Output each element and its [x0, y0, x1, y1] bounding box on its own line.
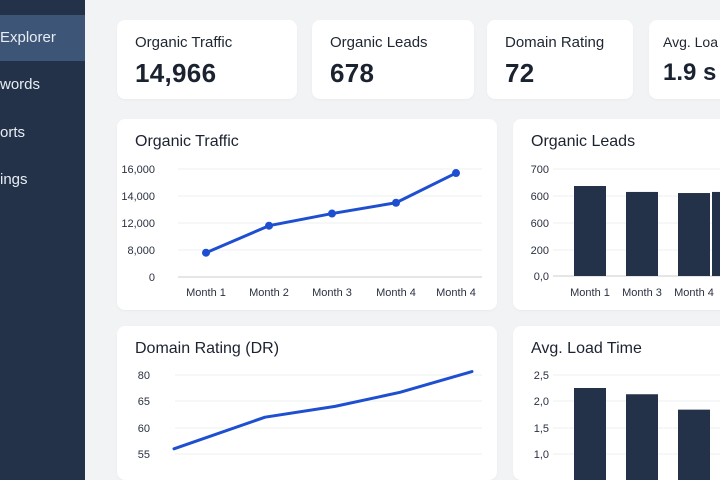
y-tick-label: 60	[138, 423, 150, 435]
kpi-value: 1.9 s	[663, 59, 717, 86]
x-tick-label: Month 2	[249, 287, 289, 299]
avg-load-time-chart: Avg. Load Time 1,0 1,5 2,0 2,5	[513, 326, 720, 480]
bar	[712, 191, 720, 276]
organic-traffic-chart: Organic Traffic 0 8,000 12,000 14,000 16,000…	[117, 119, 497, 310]
kpi-organic-leads: Organic Leads 678	[312, 20, 474, 99]
y-tick-label: 65	[138, 396, 150, 408]
data-point	[452, 169, 460, 178]
x-tick-label: Month 4	[674, 287, 714, 299]
chart-title: Organic Leads	[531, 133, 636, 150]
data-point	[328, 209, 336, 218]
bar	[678, 409, 710, 480]
kpi-value: 678	[330, 58, 375, 88]
sidebar-item-settings[interactable]: ings	[0, 157, 85, 203]
y-tick-label: 80	[138, 370, 150, 382]
y-tick-label: 1,5	[534, 423, 549, 435]
bar	[574, 388, 606, 480]
bar	[626, 394, 658, 480]
y-tick-label: 14,000	[121, 191, 155, 203]
kpi-domain-rating: Domain Rating 72	[487, 20, 633, 99]
kpi-label: Organic Traffic	[135, 34, 233, 51]
x-tick-label: Month 3	[312, 287, 352, 299]
x-tick-label: Month 4	[376, 287, 416, 299]
y-tick-label: 600	[531, 191, 549, 203]
sidebar-item-label: ings	[0, 171, 28, 188]
bar	[678, 193, 710, 276]
data-point	[265, 221, 273, 230]
sidebar: Explorer words orts ings	[0, 0, 85, 480]
y-tick-label: 600	[531, 218, 549, 230]
organic-leads-chart: Organic Leads 0,0 200 600 600 700 Month 1 Mont…	[513, 119, 720, 310]
sidebar-item-explorer[interactable]: Explorer	[0, 15, 85, 61]
x-tick-label: Month 1	[186, 287, 226, 299]
sidebar-item-keywords[interactable]: words	[0, 62, 85, 108]
data-point	[202, 248, 210, 257]
kpi-value: 72	[505, 58, 535, 88]
y-tick-label: 16,000	[121, 164, 155, 176]
chart-title: Organic Traffic	[135, 133, 239, 150]
y-tick-label: 55	[138, 449, 150, 461]
y-tick-label: 200	[531, 245, 549, 257]
series-line	[172, 370, 474, 451]
y-tick-label: 0	[149, 272, 155, 284]
kpi-label: Domain Rating	[505, 34, 605, 51]
kpi-label: Organic Leads	[330, 34, 428, 51]
x-tick-label: Month 4	[436, 287, 476, 299]
y-tick-label: 2,5	[534, 370, 549, 382]
kpi-organic-traffic: Organic Traffic 14,966	[117, 20, 297, 99]
x-tick-label: Month 3	[622, 287, 662, 299]
chart-title: Domain Rating (DR)	[135, 340, 280, 357]
kpi-label: Avg. Loa	[663, 34, 719, 50]
y-tick-label: 700	[531, 164, 549, 176]
data-point	[392, 198, 400, 207]
x-tick-label: Month 1	[570, 287, 610, 299]
chart-title: Avg. Load Time	[531, 340, 642, 357]
kpi-value: 14,966	[135, 58, 217, 88]
domain-rating-chart: Domain Rating (DR) 55 60 65 80	[117, 326, 497, 480]
sidebar-item-label: orts	[0, 124, 26, 141]
sidebar-item-reports[interactable]: orts	[0, 110, 85, 156]
bar	[574, 186, 606, 276]
y-tick-label: 8,000	[127, 245, 155, 257]
bar	[626, 191, 658, 276]
y-tick-label: 12,000	[121, 218, 155, 230]
y-tick-label: 1,0	[534, 449, 549, 461]
y-tick-label: 0,0	[534, 271, 549, 283]
sidebar-item-label: words	[0, 76, 41, 93]
sidebar-item-label: Explorer	[0, 29, 56, 46]
kpi-avg-load-time: Avg. Loa 1.9 s	[649, 20, 720, 99]
y-tick-label: 2,0	[534, 396, 549, 408]
